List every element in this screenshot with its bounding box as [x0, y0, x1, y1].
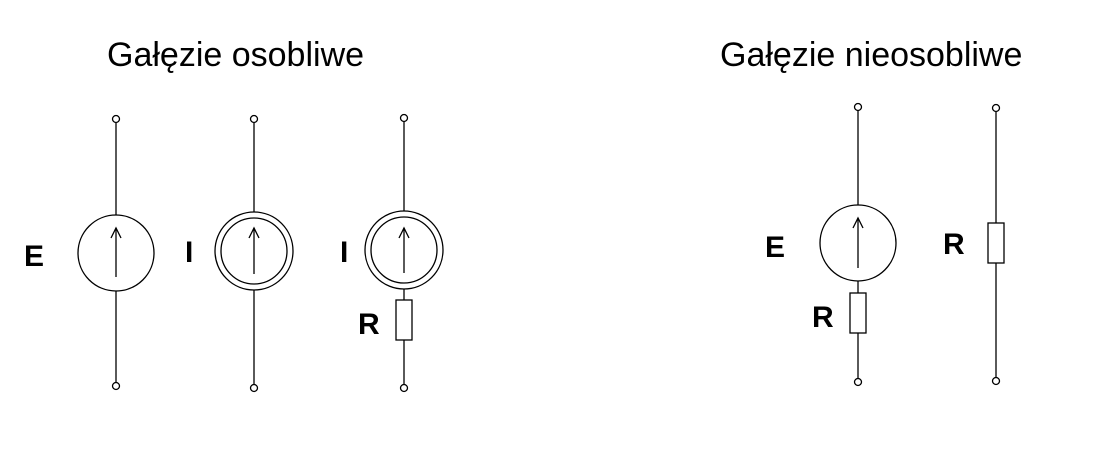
- current-label: I: [185, 236, 193, 269]
- terminal-top: [993, 105, 1000, 112]
- branch-current-source-with-resistor: I R: [340, 115, 443, 392]
- terminal-bottom: [855, 379, 862, 386]
- terminal-top: [855, 104, 862, 111]
- terminal-bottom: [401, 385, 408, 392]
- terminal-bottom: [993, 378, 1000, 385]
- terminal-bottom: [113, 383, 120, 390]
- branch-emf-source-with-resistor: E R: [765, 104, 896, 386]
- resistor-symbol: [396, 300, 412, 340]
- resistor-symbol: [988, 223, 1004, 263]
- terminal-top: [401, 115, 408, 122]
- resistor-label: R: [812, 301, 834, 334]
- resistor-symbol: [850, 293, 866, 333]
- emf-label: E: [24, 240, 44, 273]
- resistor-label: R: [943, 228, 965, 261]
- branch-emf-source: E: [24, 116, 154, 390]
- terminal-top: [251, 116, 258, 123]
- emf-label: E: [765, 231, 785, 264]
- terminal-bottom: [251, 385, 258, 392]
- current-label: I: [340, 236, 348, 269]
- terminal-top: [113, 116, 120, 123]
- branch-current-source: I: [185, 116, 293, 392]
- branch-resistor: R: [943, 105, 1004, 385]
- resistor-label: R: [358, 308, 380, 341]
